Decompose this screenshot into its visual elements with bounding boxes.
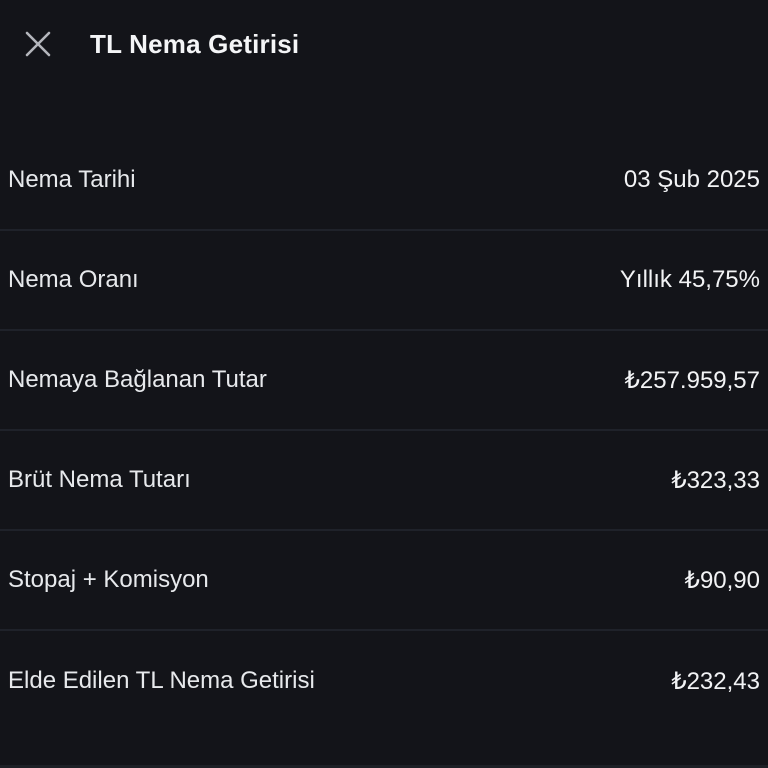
header: TL Nema Getirisi	[0, 0, 768, 88]
detail-row-brut-nema-tutari: Brüt Nema Tutarı ₺323,33	[0, 431, 768, 531]
row-value: ₺90,90	[684, 566, 760, 594]
detail-row-stopaj-komisyon: Stopaj + Komisyon ₺90,90	[0, 531, 768, 631]
row-label: Elde Edilen TL Nema Getirisi	[8, 667, 315, 694]
detail-row-nema-tarihi: Nema Tarihi 03 Şub 2025	[0, 131, 768, 231]
row-label: Nema Oranı	[8, 266, 139, 293]
row-value: ₺257.959,57	[624, 366, 760, 394]
row-label: Brüt Nema Tutarı	[8, 466, 191, 493]
detail-row-elde-edilen-getiri: Elde Edilen TL Nema Getirisi ₺232,43	[0, 631, 768, 731]
close-button[interactable]	[16, 22, 60, 66]
row-value: 03 Şub 2025	[623, 166, 760, 193]
detail-row-nema-orani: Nema Oranı Yıllık 45,75%	[0, 231, 768, 331]
page-title: TL Nema Getirisi	[90, 28, 300, 59]
row-label: Nema Tarihi	[8, 166, 136, 193]
row-label: Nemaya Bağlanan Tutar	[8, 366, 267, 393]
detail-row-nemaya-baglanan-tutar: Nemaya Bağlanan Tutar ₺257.959,57	[0, 331, 768, 431]
row-value: Yıllık 45,75%	[619, 266, 760, 293]
row-label: Stopaj + Komisyon	[8, 566, 209, 593]
row-value: ₺323,33	[671, 466, 760, 494]
close-icon	[25, 31, 51, 57]
bottom-sheet-edge	[0, 765, 768, 768]
row-value: ₺232,43	[671, 667, 760, 695]
details-list: Nema Tarihi 03 Şub 2025 Nema Oranı Yıllı…	[0, 131, 768, 731]
